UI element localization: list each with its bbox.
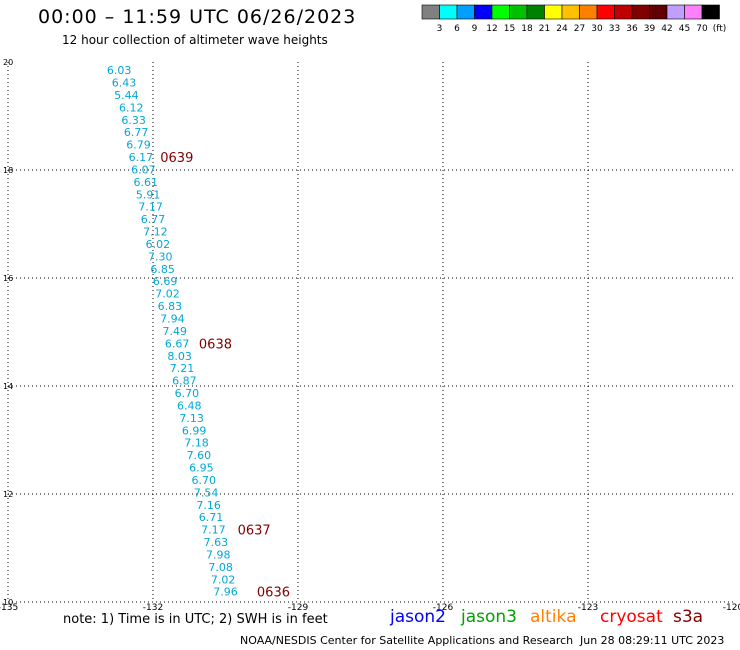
colorbar-label: 33 (609, 24, 620, 34)
y-tick-label: 10 (3, 598, 13, 607)
wave-height-point: 7.08 (208, 561, 233, 574)
colorbar-label: 45 (679, 24, 690, 34)
wave-height-point: 6.83 (158, 300, 183, 313)
colorbar-label: 36 (626, 24, 638, 34)
wave-height-point: 6.07 (131, 163, 156, 176)
mission-altika: altika (530, 607, 577, 627)
wave-height-point: 7.63 (204, 536, 229, 549)
wave-height-point: 7.30 (148, 250, 173, 263)
wave-height-point: 6.77 (124, 126, 149, 139)
wave-height-point: 7.02 (211, 573, 236, 586)
colorbar-label: 12 (486, 24, 497, 34)
y-tick-label: 20 (3, 58, 13, 67)
x-tick-label: -129 (288, 603, 309, 610)
wave-height-point: 6.43 (112, 77, 137, 90)
timestamp-text: Jun 28 08:29:11 UTC 2023 (580, 634, 725, 647)
wave-height-point: 6.77 (141, 213, 166, 226)
wave-height-point: 6.12 (119, 101, 144, 114)
colorbar-label: 70 (696, 24, 708, 34)
colorbar-label: 30 (591, 24, 603, 34)
wave-height-point: 6.85 (150, 263, 175, 276)
colorbar-label: 9 (472, 24, 478, 34)
wave-height-point: 7.17 (201, 524, 226, 537)
wave-height-point: 6.95 (189, 462, 214, 475)
wave-height-point: 6.69 (153, 275, 178, 288)
wave-height-point: 7.13 (179, 412, 204, 425)
y-tick-label: 16 (3, 274, 13, 283)
mission-cryosat: cryosat (600, 607, 663, 627)
chart-subtitle: 12 hour collection of altimeter wave hei… (62, 33, 328, 47)
colorbar-label: 15 (504, 24, 515, 34)
wave-height-point: 6.71 (199, 511, 224, 524)
wave-height-point: 6.70 (175, 387, 200, 400)
x-tick-label: -132 (143, 603, 163, 610)
wave-height-point: 7.60 (187, 449, 212, 462)
wave-height-point: 6.17 (129, 151, 154, 164)
wave-height-point: 7.21 (170, 362, 195, 375)
mission-jason3: jason3 (461, 607, 517, 627)
y-tick-label: 14 (3, 382, 13, 391)
y-tick-label: 18 (3, 166, 13, 175)
colorbar-label: (ft) (713, 24, 727, 34)
wave-height-point: 6.79 (126, 139, 151, 152)
wave-height-plot: 20 18 16 14 12 10-135 -132 -129 -126 -123 -120 6.03… (0, 58, 740, 610)
wave-height-point: 5.44 (114, 89, 139, 102)
wave-height-point: 6.70 (192, 474, 217, 487)
time-annotation: 0637 (238, 524, 271, 539)
wave-height-point: 6.02 (146, 238, 171, 251)
y-tick-label: 12 (3, 490, 13, 499)
wave-height-point: 7.12 (143, 226, 168, 239)
wave-height-point: 7.16 (196, 499, 221, 512)
color-scale-legend: 3 6 9 12 15 18 21 24 27 30 33 36 39 42 45 70 (ft) (421, 4, 727, 34)
mission-jason2: jason2 (390, 607, 446, 627)
chart-title: 00:00 – 11:59 UTC 06/26/2023 (38, 6, 357, 28)
wave-height-point: 7.54 (194, 486, 219, 499)
wave-height-point: 5.91 (136, 188, 161, 201)
wave-height-point: 6.33 (121, 114, 146, 127)
colorbar-label: 42 (661, 24, 672, 34)
x-tick-label: -135 (0, 603, 18, 610)
wave-height-point: 7.49 (163, 325, 188, 338)
wave-height-point: 7.94 (160, 313, 185, 326)
wave-height-point: 6.67 (165, 337, 190, 350)
note-text: note: 1) Time is in UTC; 2) SWH is in fe… (63, 612, 328, 627)
wave-height-point: 6.99 (182, 424, 207, 437)
wave-height-point: 7.98 (206, 548, 231, 561)
colorbar-label: 18 (521, 24, 533, 34)
x-tick-label: -120 (723, 603, 740, 610)
colorbar-label: 39 (644, 24, 656, 34)
mission-s3a: s3a (673, 607, 704, 627)
x-tick-label: -123 (578, 603, 598, 610)
x-tick-label: -126 (433, 603, 454, 610)
colorbar-label: 3 (437, 24, 443, 34)
time-annotation: 0638 (199, 337, 232, 352)
wave-height-point: 6.48 (177, 399, 202, 412)
wave-height-point: 6.61 (134, 176, 159, 189)
time-annotation: 0639 (160, 151, 193, 166)
colorbar-label: 27 (574, 24, 585, 34)
wave-height-point: 7.18 (184, 437, 209, 450)
time-annotation: 0636 (257, 586, 290, 601)
wave-height-point: 8.03 (167, 350, 192, 363)
colorbar-label: 21 (539, 24, 550, 34)
wave-height-point: 7.96 (213, 586, 238, 599)
wave-height-point: 6.03 (107, 64, 132, 77)
wave-height-point: 7.02 (155, 288, 180, 301)
colorbar-swatch (701, 4, 720, 20)
wave-height-point: 6.87 (172, 375, 197, 388)
colorbar-label: 6 (454, 24, 460, 34)
colorbar-label: 24 (556, 24, 568, 34)
credit-text: NOAA/NESDIS Center for Satellite Applica… (240, 634, 574, 647)
wave-height-point: 7.17 (138, 201, 163, 214)
